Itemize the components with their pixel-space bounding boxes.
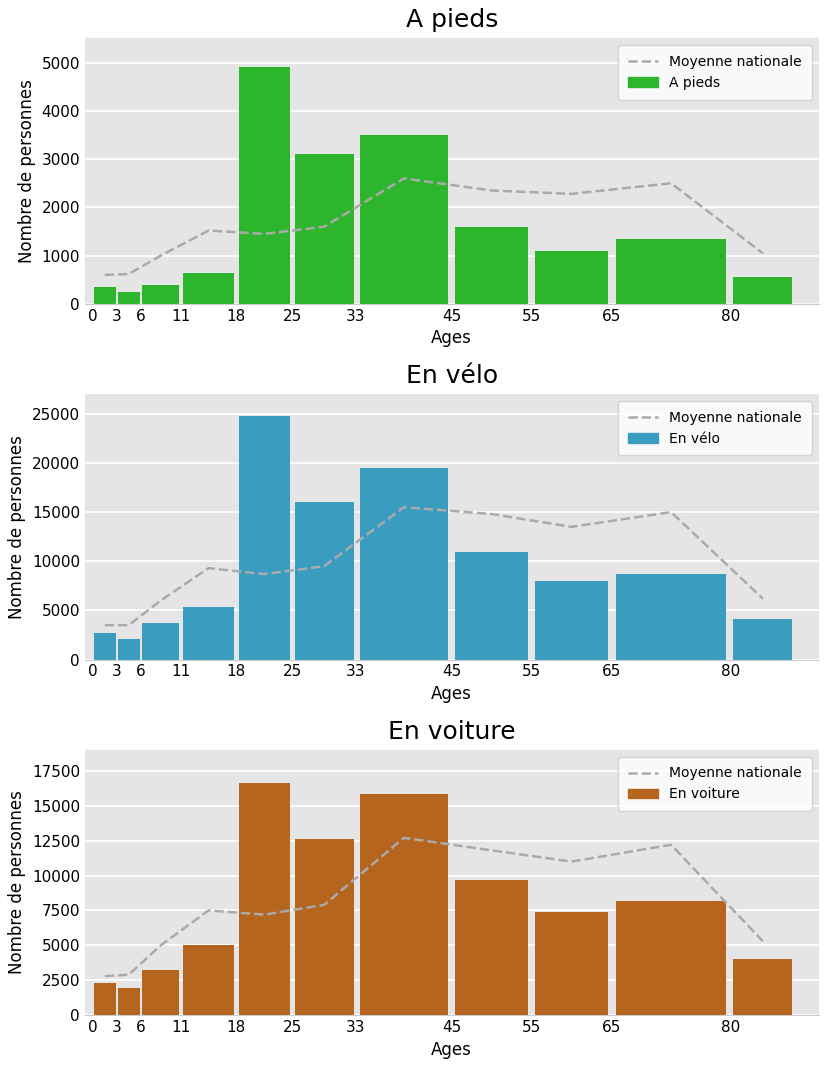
X-axis label: Ages: Ages — [432, 330, 472, 348]
Bar — [294, 840, 353, 1015]
Bar — [455, 226, 528, 304]
Bar — [734, 619, 792, 659]
Bar — [734, 959, 792, 1015]
Bar — [616, 239, 726, 304]
Bar — [294, 503, 353, 659]
Bar — [93, 633, 116, 659]
Legend: Moyenne nationale, En vélo: Moyenne nationale, En vélo — [618, 401, 812, 456]
Bar — [239, 67, 290, 304]
Bar — [535, 251, 608, 304]
Title: A pieds: A pieds — [405, 9, 498, 32]
Bar — [183, 607, 234, 659]
Bar — [239, 783, 290, 1015]
Bar — [117, 988, 140, 1015]
X-axis label: Ages: Ages — [432, 685, 472, 703]
Bar — [616, 901, 726, 1015]
Bar — [535, 580, 608, 659]
Bar — [93, 287, 116, 304]
Bar — [183, 945, 234, 1015]
Bar — [360, 136, 448, 304]
Bar — [117, 292, 140, 304]
Bar — [294, 155, 353, 304]
Bar — [142, 285, 179, 304]
Bar — [535, 912, 608, 1015]
Y-axis label: Nombre de personnes: Nombre de personnes — [8, 435, 26, 619]
Bar — [117, 639, 140, 659]
Legend: Moyenne nationale, En voiture: Moyenne nationale, En voiture — [618, 757, 812, 811]
Bar — [360, 795, 448, 1015]
Bar — [142, 623, 179, 659]
Bar — [616, 574, 726, 659]
Legend: Moyenne nationale, A pieds: Moyenne nationale, A pieds — [618, 46, 812, 100]
Title: En vélo: En vélo — [406, 364, 498, 388]
Y-axis label: Nombre de personnes: Nombre de personnes — [18, 79, 36, 264]
Bar — [455, 879, 528, 1015]
Y-axis label: Nombre de personnes: Nombre de personnes — [8, 791, 26, 974]
X-axis label: Ages: Ages — [432, 1040, 472, 1058]
Bar — [239, 416, 290, 659]
Bar — [183, 272, 234, 304]
Bar — [455, 553, 528, 659]
Bar — [734, 277, 792, 304]
Bar — [360, 467, 448, 659]
Title: En voiture: En voiture — [388, 719, 515, 744]
Bar — [93, 983, 116, 1015]
Bar — [142, 970, 179, 1015]
